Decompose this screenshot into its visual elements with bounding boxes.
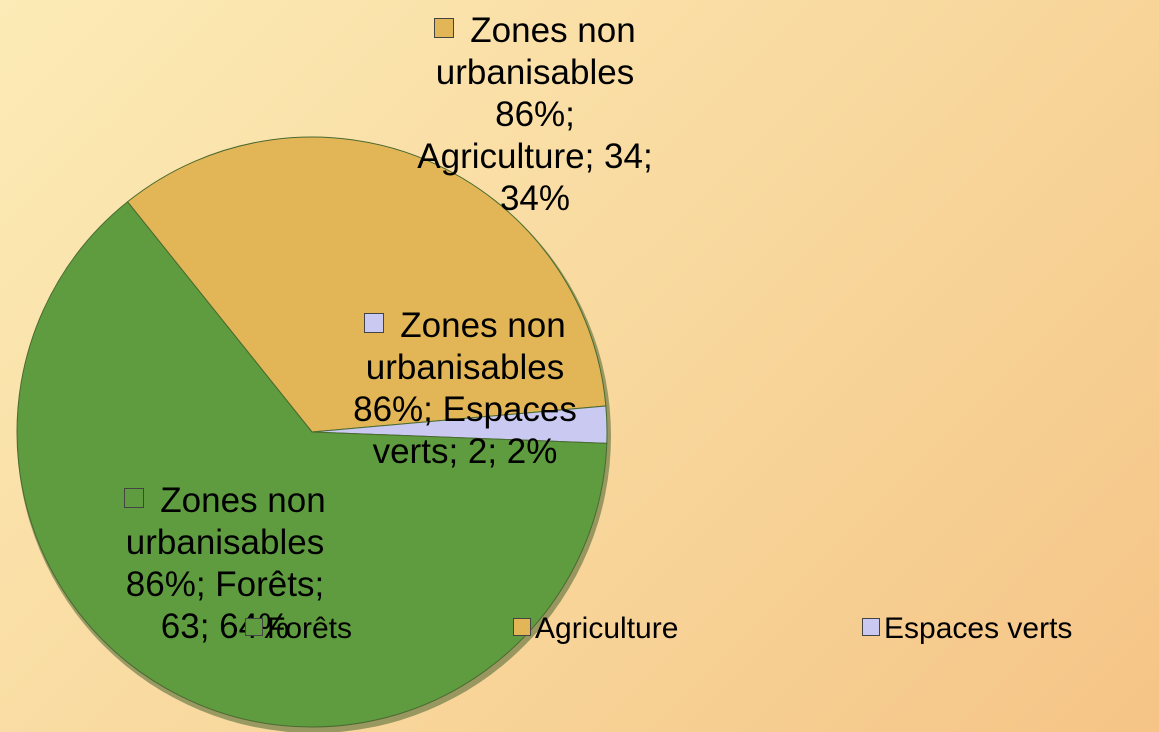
pie-slice [126,136,607,433]
label-marker [364,313,385,333]
data-label: Zones non urbanisables 86%; Espaces vert… [340,305,590,473]
legend-label: Agriculture [535,612,679,645]
pie-slice [16,201,608,728]
legend-swatch [513,618,531,636]
data-label: Zones non urbanisables 86%; Forêts; 63; … [100,480,350,648]
legend-item: Forêts [245,612,352,646]
legend-label: Espaces verts [884,612,1073,645]
data-label-text: Zones non urbanisables 86%; Espaces vert… [353,306,577,471]
legend-item: Espaces verts [862,612,1072,646]
data-label-text: Zones non urbanisables 86%; Forêts; 63; … [125,481,326,646]
legend-item: Agriculture [513,612,678,646]
legend-swatch [245,618,263,636]
data-label-text: Zones non urbanisables 86%; Agriculture;… [417,11,653,218]
label-marker [124,488,145,508]
legend-swatch [862,618,880,636]
legend-label: Forêts [267,612,353,645]
data-label: Zones non urbanisables 86%; Agriculture;… [410,10,660,220]
label-marker [434,18,455,38]
